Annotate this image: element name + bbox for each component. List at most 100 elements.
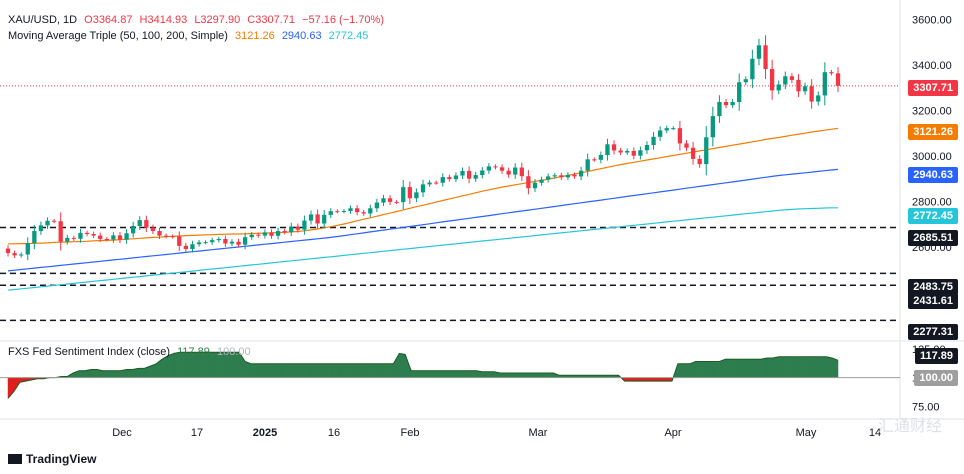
candle-body <box>592 159 597 161</box>
candle-body <box>394 201 399 203</box>
fxs-area-segment <box>482 371 489 378</box>
fxs-area-segment <box>523 372 530 378</box>
fxs-area-segment <box>517 372 525 378</box>
fxs-area-segment <box>653 377 661 382</box>
tradingview-logo[interactable]: TradingView <box>8 452 96 466</box>
fxs-area-segment <box>648 377 655 382</box>
open-value: O3364.87 <box>84 14 133 26</box>
candle-body <box>38 225 44 232</box>
candle-body <box>368 208 373 214</box>
fxs-area-segment <box>630 377 637 382</box>
fxs-area-segment <box>387 363 394 378</box>
candle-body <box>401 187 406 203</box>
ma200-value: 2772.45 <box>328 30 369 42</box>
fxs-area-segment <box>814 356 821 378</box>
fxs-area-segment <box>760 357 768 378</box>
candle-body <box>440 177 445 183</box>
candle-body <box>170 236 175 238</box>
candle-body <box>131 226 136 234</box>
fxs-area-segment <box>440 370 447 378</box>
candle-body <box>407 187 412 199</box>
fxs-base-tag: 100.00 <box>914 370 958 386</box>
candle-body <box>585 159 590 171</box>
high-value: H3414.93 <box>139 14 188 26</box>
fxs-area-segment <box>268 363 276 378</box>
fxs-area-segment <box>470 370 477 378</box>
fxs-area-segment <box>292 363 299 378</box>
candle-body <box>750 58 755 80</box>
time-axis-tick: 17 <box>191 427 203 439</box>
candle-body <box>466 170 472 179</box>
candle-body <box>480 170 485 176</box>
candle-body <box>414 192 419 199</box>
fxs-value: 117.89 <box>177 346 210 358</box>
candle-body <box>144 220 149 228</box>
candle-body <box>552 175 557 177</box>
candle-body <box>822 72 827 96</box>
fxs-base: 100.00 <box>216 346 251 358</box>
candle-body <box>236 241 241 245</box>
candle-body <box>163 235 169 237</box>
candle-body <box>322 214 327 224</box>
candle-body <box>730 101 735 106</box>
fxs-area-segment <box>458 370 465 378</box>
time-axis-tick: 2025 <box>253 427 277 439</box>
fxs-label: FXS Fed Sentiment Index (close) <box>8 346 171 358</box>
candle-body <box>295 226 300 230</box>
fxs-area-segment <box>713 361 720 378</box>
fxs-area-segment <box>256 363 264 378</box>
fxs-area-segment <box>375 363 382 378</box>
fxs-value-tag: 117.89 <box>914 348 958 364</box>
candle-body <box>447 177 452 180</box>
fxs-area-segment <box>754 358 762 378</box>
fxs-area-segment <box>351 363 359 378</box>
fxs-area-segment <box>790 356 797 378</box>
fxs-area-segment <box>624 377 631 382</box>
fxs-area-segment <box>428 370 436 378</box>
candle-body <box>499 167 505 171</box>
fxs-area-segment <box>90 369 98 378</box>
candle-body <box>473 175 478 179</box>
fxs-area-segment <box>138 368 145 378</box>
candle-body <box>453 175 459 180</box>
candle-body <box>282 231 287 233</box>
fxs-area-segment <box>505 372 513 378</box>
candle-body <box>137 220 142 227</box>
fxs-area-segment <box>416 370 424 378</box>
fxs-area-segment <box>327 363 335 378</box>
candle-body <box>256 234 261 236</box>
candle-body <box>19 254 24 256</box>
fxs-area-segment <box>357 363 364 378</box>
fxs-area-segment <box>399 353 406 378</box>
candle-body <box>387 198 393 202</box>
candle-body <box>559 175 564 178</box>
candle-body <box>104 239 109 240</box>
candle-body <box>91 233 96 236</box>
fxs-area-segment <box>298 363 305 378</box>
ma100-price-tag: 2940.63 <box>908 167 958 183</box>
fxs-area-segment <box>274 363 281 378</box>
candle-body <box>243 237 248 245</box>
close-value: C3307.71 <box>247 14 295 26</box>
candle-body <box>671 128 676 130</box>
candle-body <box>638 150 643 156</box>
fxs-area-segment <box>369 363 376 378</box>
candle-body <box>644 145 650 151</box>
candle-body <box>625 150 630 153</box>
candle-body <box>348 208 353 212</box>
candle-body <box>216 239 221 241</box>
candle-body <box>308 214 314 221</box>
price-axis-tick: 2800.00 <box>912 196 952 208</box>
candle-body <box>690 147 696 159</box>
fxs-area-segment <box>748 358 756 378</box>
candle-body <box>513 167 518 175</box>
candle-body <box>71 237 77 239</box>
candle-body <box>519 167 524 177</box>
fxs-area-segment <box>363 363 370 378</box>
candle-body <box>12 253 17 256</box>
candle-body <box>684 143 689 148</box>
candle-body <box>493 166 498 168</box>
candle-body <box>354 208 360 213</box>
time-axis-tick: Feb <box>401 427 420 439</box>
fxs-area-segment <box>126 369 133 378</box>
